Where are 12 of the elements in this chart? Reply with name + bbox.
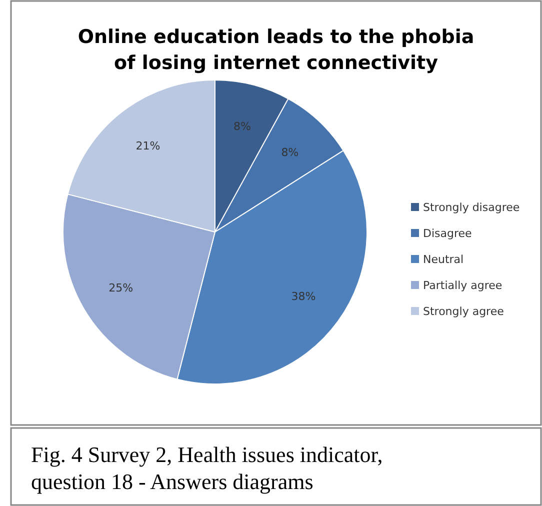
data-label: 8% xyxy=(281,146,299,160)
caption: Fig. 4 Survey 2, Health issues indicator, question 18 - Answers diagrams xyxy=(31,442,383,494)
data-label: 8% xyxy=(233,120,251,133)
data-label: 38% xyxy=(291,290,316,304)
data-label: 25% xyxy=(108,282,134,295)
data-label: 21% xyxy=(136,139,160,152)
legend-label: Strongly disagree xyxy=(423,200,520,214)
legend-label: Partially agree xyxy=(423,278,502,292)
legend-label: Disagree xyxy=(423,226,472,240)
legend-label: Strongly agree xyxy=(423,304,504,318)
legend-label: Neutral xyxy=(423,252,464,266)
chart-title: Online education leads to the phobia of losing internet connectivity xyxy=(78,26,474,74)
